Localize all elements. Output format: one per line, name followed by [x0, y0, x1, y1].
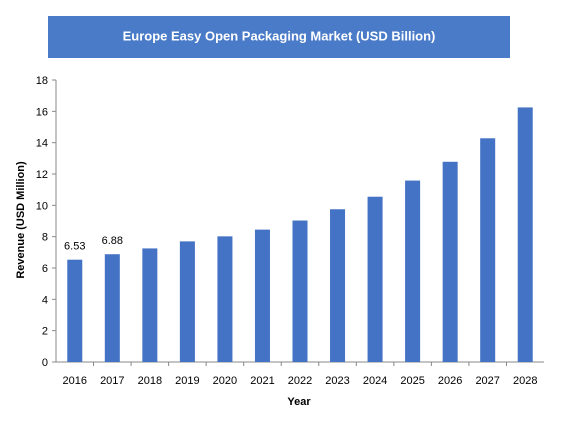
bar-2021	[254, 229, 270, 362]
x-tick-label: 2017	[100, 375, 124, 387]
bar-2027	[480, 138, 496, 362]
bar-2018	[142, 248, 158, 362]
bar-2016	[67, 259, 83, 362]
y-tick-label: 0	[42, 357, 48, 369]
x-axis-title: Year	[287, 396, 311, 408]
x-tick-label: 2028	[513, 375, 537, 387]
x-tick-label: 2024	[363, 375, 387, 387]
y-tick-label: 2	[42, 326, 48, 338]
x-tick-label: 2022	[288, 375, 312, 387]
y-tick-label: 10	[36, 200, 48, 212]
bar-2023	[330, 209, 346, 362]
chart-title: Europe Easy Open Packaging Market (USD B…	[123, 28, 436, 43]
bars	[67, 107, 533, 363]
x-tick-label: 2023	[325, 375, 349, 387]
bar-2024	[367, 196, 383, 362]
x-tick-label: 2016	[63, 375, 87, 387]
bar-2025	[405, 180, 421, 362]
x-tick-label: 2025	[400, 375, 424, 387]
x-axis: 2016 2017 2018 2019 2020 2021 2022 2023 2024 2025…	[56, 361, 544, 387]
bar-2026	[442, 161, 458, 362]
bar-2022	[292, 220, 308, 362]
x-tick-label: 2018	[138, 375, 162, 387]
y-tick-label: 14	[36, 138, 48, 150]
y-tick-label: 12	[36, 169, 48, 181]
y-tick-label: 6	[42, 263, 48, 275]
bar-2017	[104, 254, 120, 362]
data-labels: 6.53 6.88	[64, 235, 123, 252]
bar-2020	[217, 236, 233, 362]
x-tick-label: 2027	[475, 375, 499, 387]
y-tick-label: 18	[36, 75, 48, 87]
x-tick-label: 2021	[250, 375, 274, 387]
x-tick-label: 2019	[175, 375, 199, 387]
bar-2028	[517, 107, 533, 363]
y-tick-label: 4	[42, 294, 48, 306]
title-banner	[48, 16, 510, 58]
bar-2019	[179, 241, 195, 362]
data-label-2016: 6.53	[64, 241, 85, 253]
y-axis-title: Revenue (USD Million)	[15, 161, 27, 279]
x-tick-label: 2026	[438, 375, 462, 387]
y-axis: 0 2 4 6 8 10 12 14 16 18	[36, 75, 57, 369]
y-tick-label: 8	[42, 232, 48, 244]
x-tick-label: 2020	[213, 375, 237, 387]
y-tick-label: 16	[36, 106, 48, 118]
data-label-2017: 6.88	[102, 235, 123, 247]
